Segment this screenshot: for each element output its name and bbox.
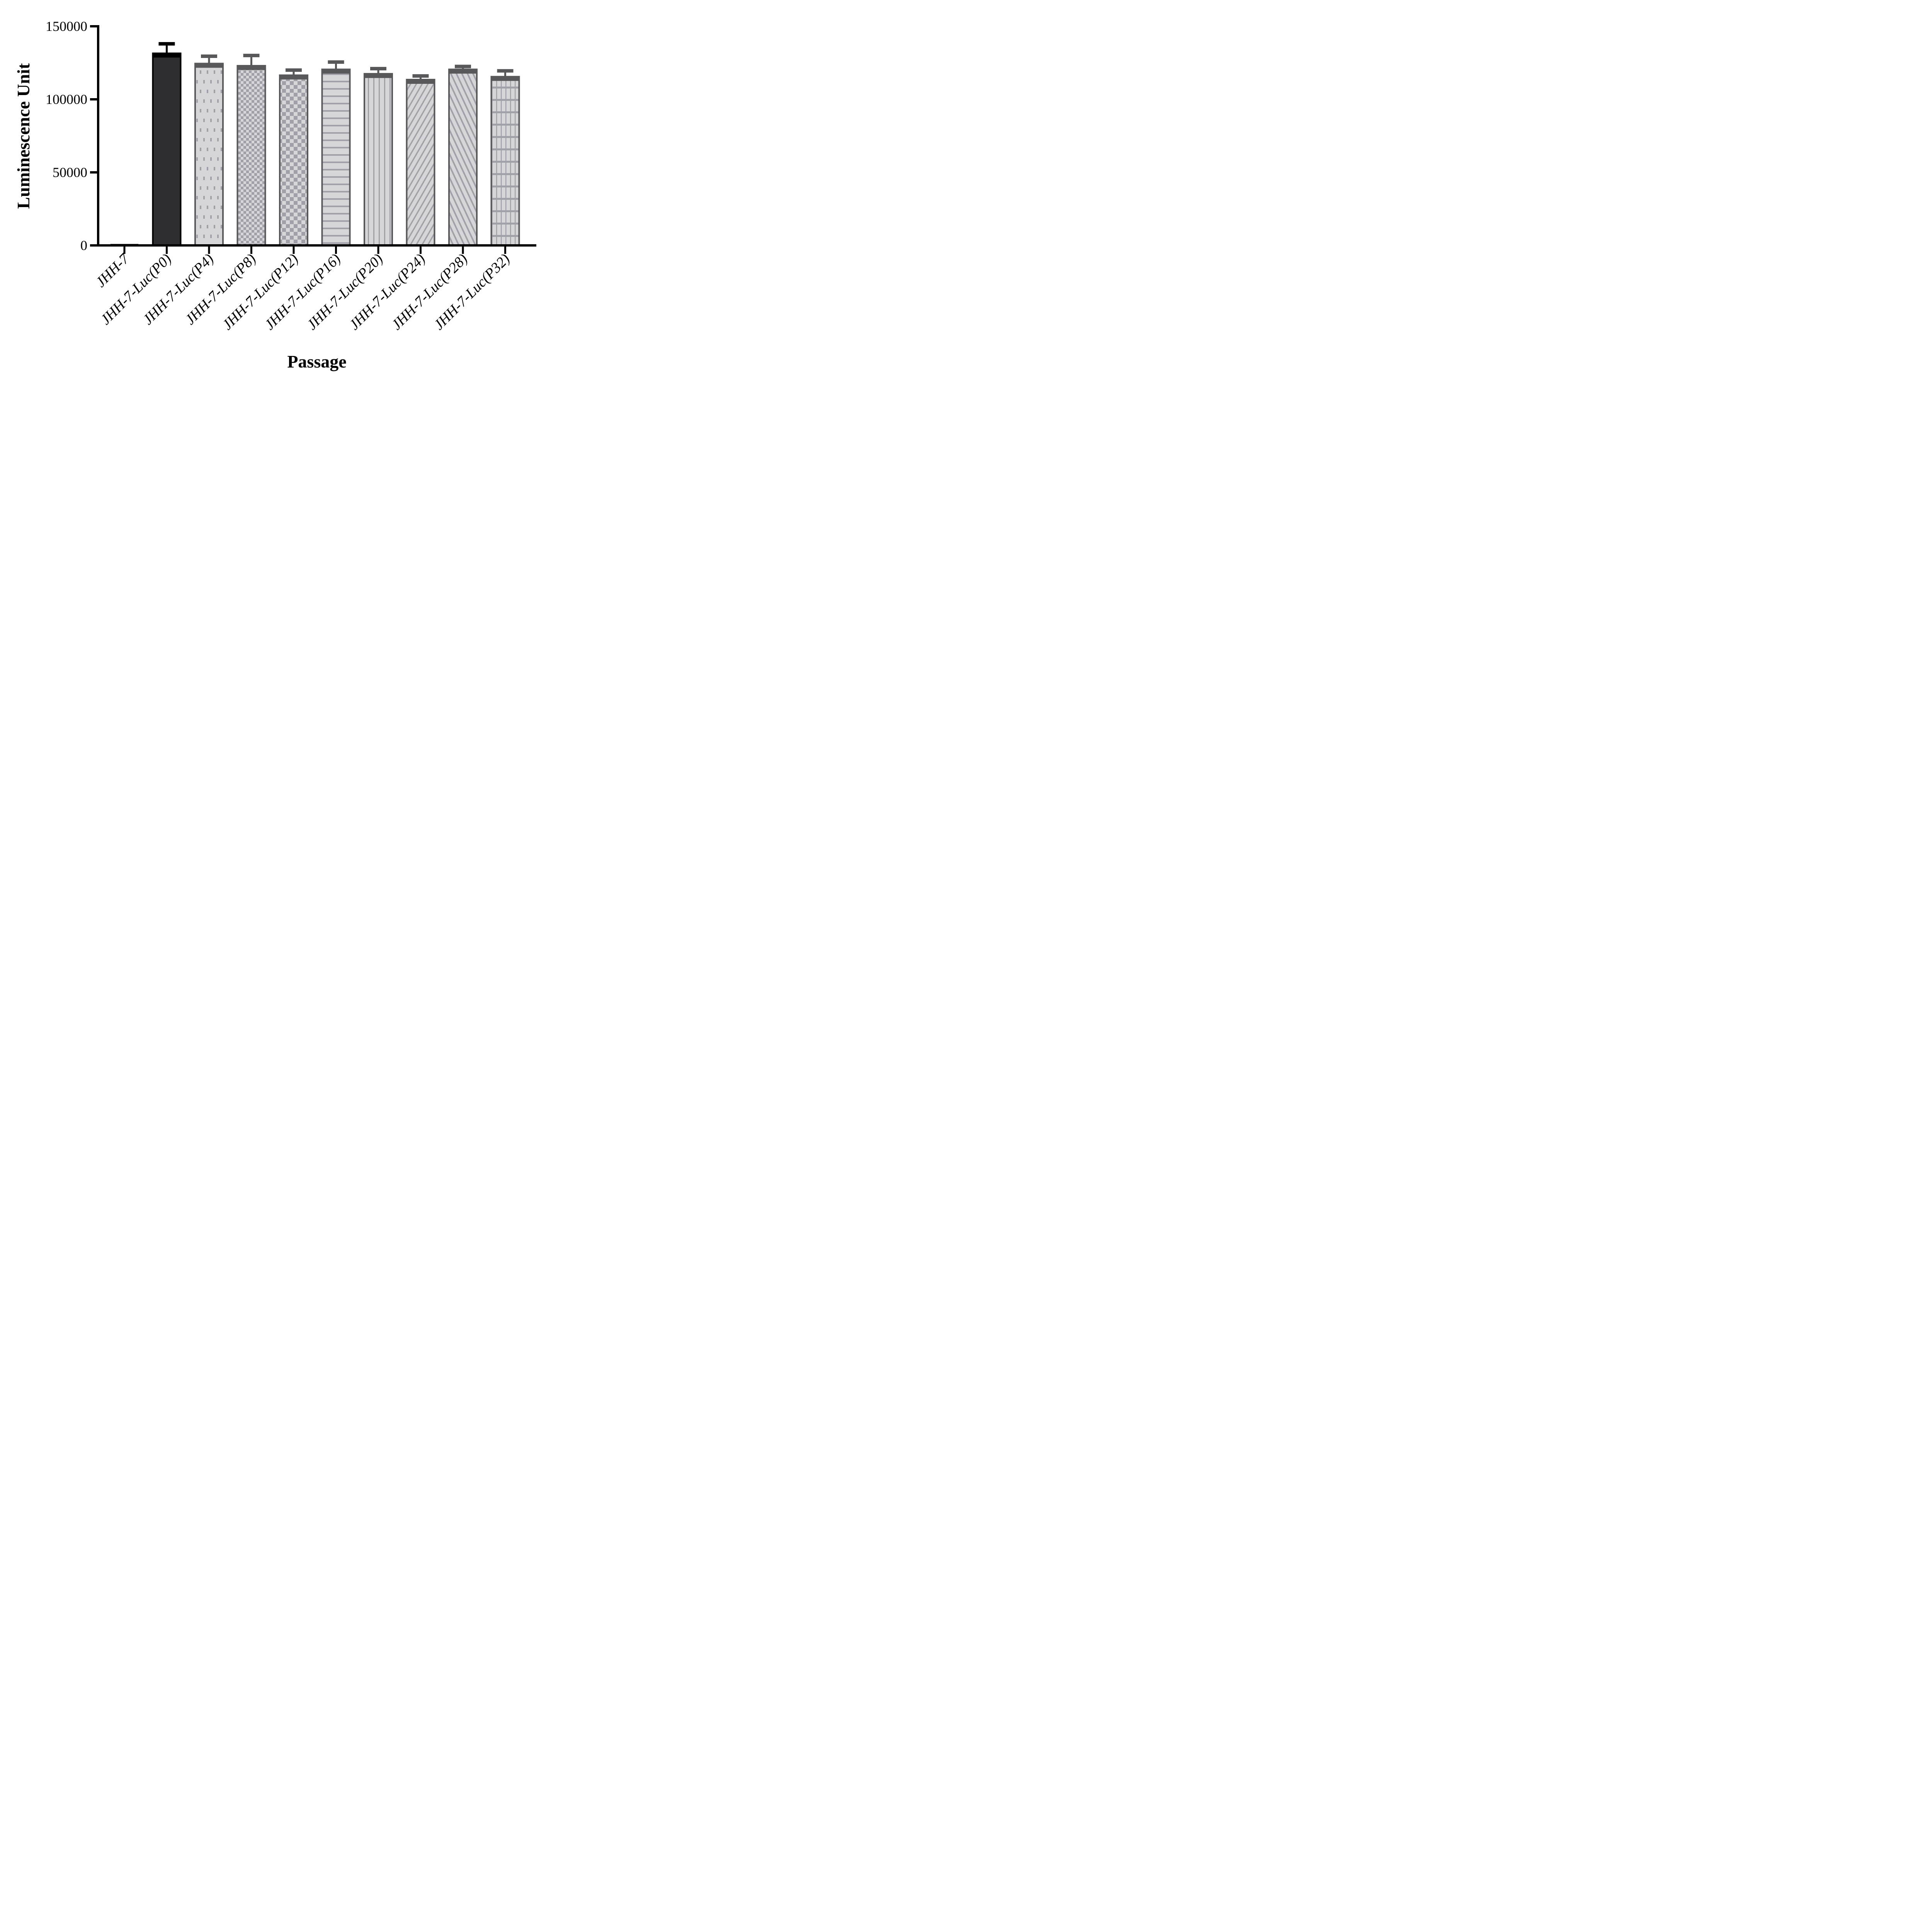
error-bar-cap: [243, 54, 260, 58]
x-axis-label: JHH-7: [93, 250, 133, 290]
bar-top-band: [492, 77, 519, 81]
x-axis-label: JHH-7-Luc(P32): [431, 251, 513, 333]
error-bar-cap: [497, 69, 514, 73]
bar-JHH-7-Luc(P8): [236, 65, 266, 246]
bar-top-band: [365, 74, 391, 78]
y-axis-ticks: 0 50000 100000 150000: [46, 19, 97, 253]
bar-top-band: [281, 75, 307, 80]
error-bar-stem: [166, 44, 168, 60]
y-tick-label: 100000: [46, 92, 87, 107]
chart-figure: 0 50000 100000 150000 JHH-7 JHH-7-Luc(P0) JHH…: [0, 0, 557, 381]
error-bar-stem: [250, 55, 252, 73]
y-axis-title: Luminescence Unit: [14, 63, 33, 209]
bar-top-band: [407, 80, 434, 84]
bar-top-band: [450, 70, 476, 74]
bars: [111, 52, 520, 246]
x-axis-label: JHH-7-Luc(P20): [304, 251, 386, 333]
x-axis-label: JHH-7-Luc(P16): [262, 251, 344, 333]
bar-JHH-7-Luc(P32): [490, 76, 520, 246]
error-bar-cap: [286, 68, 302, 72]
error-bar-cap: [328, 60, 344, 64]
y-tick-label: 150000: [46, 19, 87, 34]
x-axis-category-labels: JHH-7JHH-7-Luc(P0)JHH-7-Luc(P4)JHH-7-Luc…: [93, 250, 513, 333]
error-bar-cap: [158, 42, 175, 46]
error-bar-cap: [412, 74, 429, 78]
bar-JHH-7-Luc(P4): [194, 63, 224, 246]
bar-JHH-7-Luc(P24): [406, 78, 435, 246]
bar-top-band: [153, 53, 180, 58]
bar-top-band: [238, 66, 265, 70]
y-tick-label: 0: [80, 238, 87, 253]
chart-canvas: 0 50000 100000 150000 JHH-7JHH-7-Luc(P0)JHH…: [14, 19, 536, 371]
bar-top-band: [323, 70, 349, 74]
bar-JHH-7-Luc(P20): [364, 73, 393, 246]
bar-JHH-7-Luc(P0): [152, 52, 182, 246]
x-axis-ticks: [123, 247, 506, 254]
error-bar-cap: [370, 67, 386, 71]
error-bar-cap: [201, 54, 217, 58]
error-bar-cap: [455, 65, 471, 68]
bar-JHH-7-Luc(P16): [321, 68, 351, 246]
x-axis-label: JHH-7-Luc(P28): [388, 251, 471, 333]
x-axis-label: JHH-7-Luc(P24): [346, 251, 429, 333]
x-axis-label: JHH-7-Luc(P12): [219, 251, 301, 333]
bar-JHH-7-Luc(P28): [448, 68, 478, 246]
bar-JHH-7-Luc(P12): [279, 74, 308, 246]
x-axis-title: Passage: [287, 352, 346, 371]
bar-top-band: [196, 64, 222, 68]
y-tick-label: 50000: [53, 165, 87, 180]
